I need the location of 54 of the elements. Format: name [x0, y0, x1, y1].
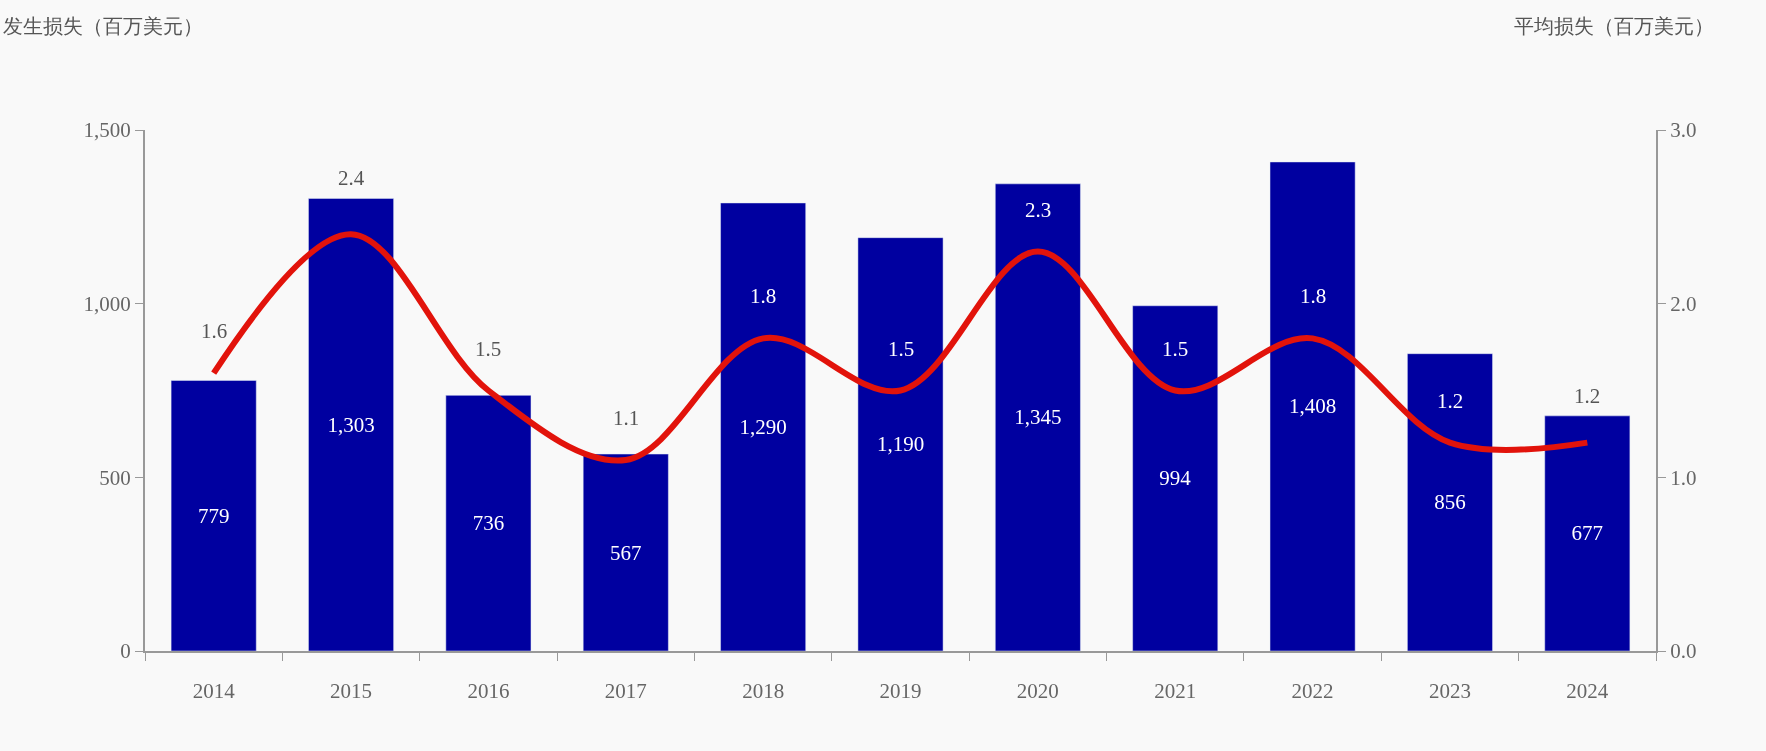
- data-label: 2.4: [338, 166, 365, 190]
- data-label: 1,408: [1288, 394, 1337, 419]
- data-label: 1,303: [327, 412, 375, 437]
- bar: [1407, 353, 1493, 651]
- data-label: 1,190: [876, 432, 925, 457]
- y2-axis-title: 平均损失（百万美元）: [1514, 14, 1714, 38]
- y-tick-label: 0: [120, 639, 131, 664]
- data-label: 1.5: [475, 337, 502, 361]
- data-label: 1.1: [613, 406, 640, 430]
- data-label: 1,345: [1014, 405, 1062, 430]
- x-tick-label: 2015: [330, 679, 373, 704]
- x-tick-label: 2024: [1566, 679, 1609, 704]
- data-label: 677: [1571, 521, 1604, 546]
- data-label: 1.8: [1300, 284, 1327, 308]
- y-axis-title: 发生损失（百万美元）: [3, 14, 203, 38]
- data-label: 779: [197, 503, 230, 528]
- x-tick-label: 2022: [1291, 679, 1334, 704]
- bar: [1269, 161, 1356, 651]
- y-tick-label: 500: [99, 465, 131, 490]
- data-label: 1.6: [201, 319, 228, 343]
- y2-tick-label: 3.0: [1670, 118, 1697, 143]
- bar: [170, 380, 257, 651]
- bar: [995, 183, 1081, 651]
- bar: [720, 202, 806, 651]
- bar: [1544, 415, 1631, 651]
- bar: [857, 237, 944, 651]
- data-label: 1.8: [750, 284, 777, 308]
- bar: [308, 198, 394, 651]
- y2-tick-label: 2.0: [1670, 292, 1697, 317]
- y-tick-label: 1,000: [83, 292, 131, 317]
- data-label: 1.2: [1437, 389, 1464, 413]
- data-label: 736: [472, 511, 505, 536]
- bar: [582, 453, 669, 651]
- bar: [445, 395, 532, 651]
- data-label: 1.5: [1162, 337, 1189, 361]
- y-tick-label: 1,500: [83, 118, 131, 143]
- x-tick-label: 2014: [192, 679, 236, 704]
- data-label: 994: [1159, 466, 1192, 491]
- x-tick-label: 2016: [467, 679, 510, 704]
- data-label: 1.2: [1574, 384, 1601, 408]
- x-tick-label: 2020: [1016, 679, 1059, 704]
- data-label: 567: [610, 540, 642, 565]
- x-tick-label: 2019: [879, 679, 922, 704]
- x-tick-label: 2021: [1154, 679, 1197, 704]
- bar: [1132, 305, 1219, 651]
- data-label: 2.3: [1025, 198, 1052, 222]
- data-label: 1.5: [888, 337, 915, 361]
- x-tick-label: 2018: [742, 679, 785, 704]
- y2-tick-label: 0.0: [1670, 639, 1697, 664]
- x-tick-label: 2017: [604, 679, 647, 704]
- y2-tick-label: 1.0: [1670, 465, 1697, 490]
- data-label: 1,290: [739, 414, 787, 439]
- x-tick-label: 2023: [1428, 679, 1471, 704]
- data-label: 856: [1434, 490, 1466, 515]
